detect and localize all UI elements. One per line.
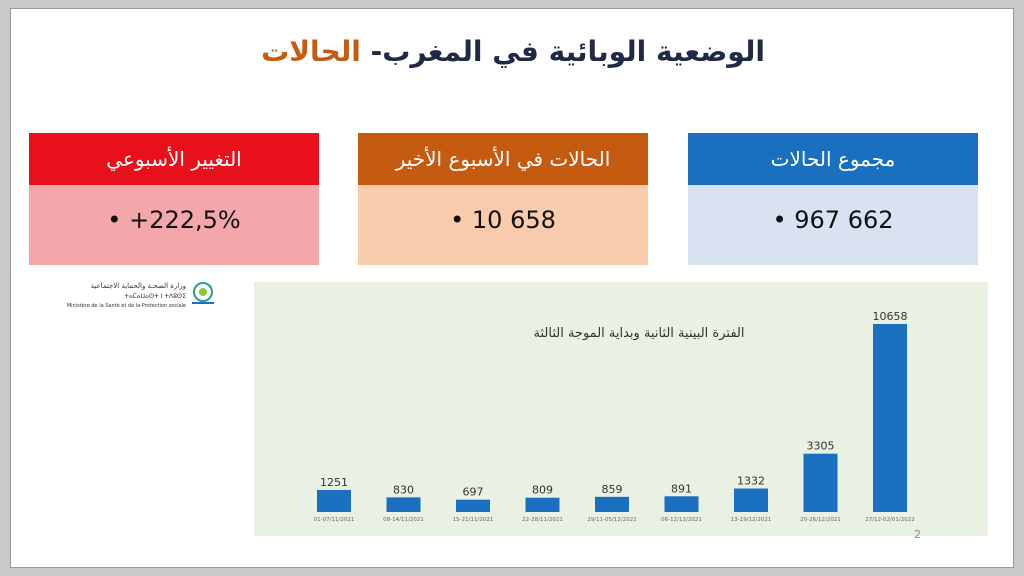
weekly-change-label: التغيير الأسبوعي xyxy=(29,133,319,185)
x-tick-label-1: 01-07/11/2021 xyxy=(314,517,355,523)
bar-value-label-4: 809 xyxy=(532,484,553,497)
bar-4 xyxy=(525,497,560,512)
x-tick-label-3: 15-21/11/2021 xyxy=(453,517,494,523)
bar-2 xyxy=(386,497,421,512)
bar-value-label-7: 1332 xyxy=(737,475,765,488)
ministry-emblem-icon xyxy=(192,282,214,304)
last-week-cases-card: الحالات في الأسبوع الأخير 658 10 • xyxy=(358,133,648,265)
total-cases-label: مجموع الحالات xyxy=(688,133,978,185)
x-tick-label-6: 06-12/12/2021 xyxy=(661,517,702,523)
x-tick-label-7: 13-19/12/2021 xyxy=(731,517,772,523)
total-cases-value: 662 967 • xyxy=(688,185,978,265)
ministry-logo: وزارة الصحـة والحماية الاجتماعية ⵜⴰⵎⴰⵡⴰⵙ… xyxy=(67,280,216,322)
bar-5 xyxy=(595,496,629,512)
bar-9 xyxy=(873,324,907,512)
logo-arabic-text: وزارة الصحـة والحماية الاجتماعية xyxy=(90,282,186,290)
bar-8 xyxy=(803,453,838,512)
x-tick-label-9: 27/12-02/01/2022 xyxy=(865,517,915,523)
title-main: الوضعية الوبائية في المغرب- xyxy=(370,35,765,68)
bar-6 xyxy=(664,496,699,512)
last-week-cases-value: 658 10 • xyxy=(358,185,648,265)
chart-canvas: 1251 01-07/11/2021 830 08-14/11/2021 697 15-2… xyxy=(314,310,915,523)
x-tick-label-5: 29/11-05/12/2021 xyxy=(587,517,637,523)
weekly-change-value: 222,5%+ • xyxy=(29,185,319,265)
weekly-change-card: التغيير الأسبوعي 222,5%+ • xyxy=(29,133,319,265)
bar-value-label-1: 1251 xyxy=(320,476,348,489)
last-week-cases-label: الحالات في الأسبوع الأخير xyxy=(358,133,648,185)
x-tick-label-2: 08-14/11/2021 xyxy=(383,517,424,523)
page-number: 2 xyxy=(914,528,921,541)
weekly-cases-chart: 1251 01-07/11/2021 830 08-14/11/2021 697 15-2… xyxy=(254,282,988,536)
logo-tifinagh-text: ⵜⴰⵎⴰⵡⴰⵙⵜ ⵏ ⵜⴷⵓⵙⵉ xyxy=(124,293,186,300)
chart-title: الفترة البينية الثانية وبداية الموجة الث… xyxy=(533,326,745,341)
bar-3 xyxy=(456,499,490,512)
bar-1 xyxy=(317,489,351,512)
bar-value-label-5: 859 xyxy=(602,483,623,496)
bar-value-label-9: 10658 xyxy=(873,310,908,323)
x-tick-label-4: 22-28/11/2021 xyxy=(522,517,563,523)
x-tick-label-8: 20-26/12/2021 xyxy=(800,517,841,523)
bar-value-label-8: 3305 xyxy=(807,440,835,453)
bar-value-label-2: 830 xyxy=(393,483,414,496)
slide-title: الوضعية الوبائية في المغرب- الحالات xyxy=(11,35,1015,68)
bar-7 xyxy=(734,488,768,512)
logo-french-text: Ministère de la Santé et de la Protectio… xyxy=(66,303,186,309)
bar-value-label-6: 891 xyxy=(671,482,692,495)
title-accent: الحالات xyxy=(261,35,361,68)
bar-value-label-3: 697 xyxy=(463,486,484,499)
total-cases-card: مجموع الحالات 662 967 • xyxy=(688,133,978,265)
